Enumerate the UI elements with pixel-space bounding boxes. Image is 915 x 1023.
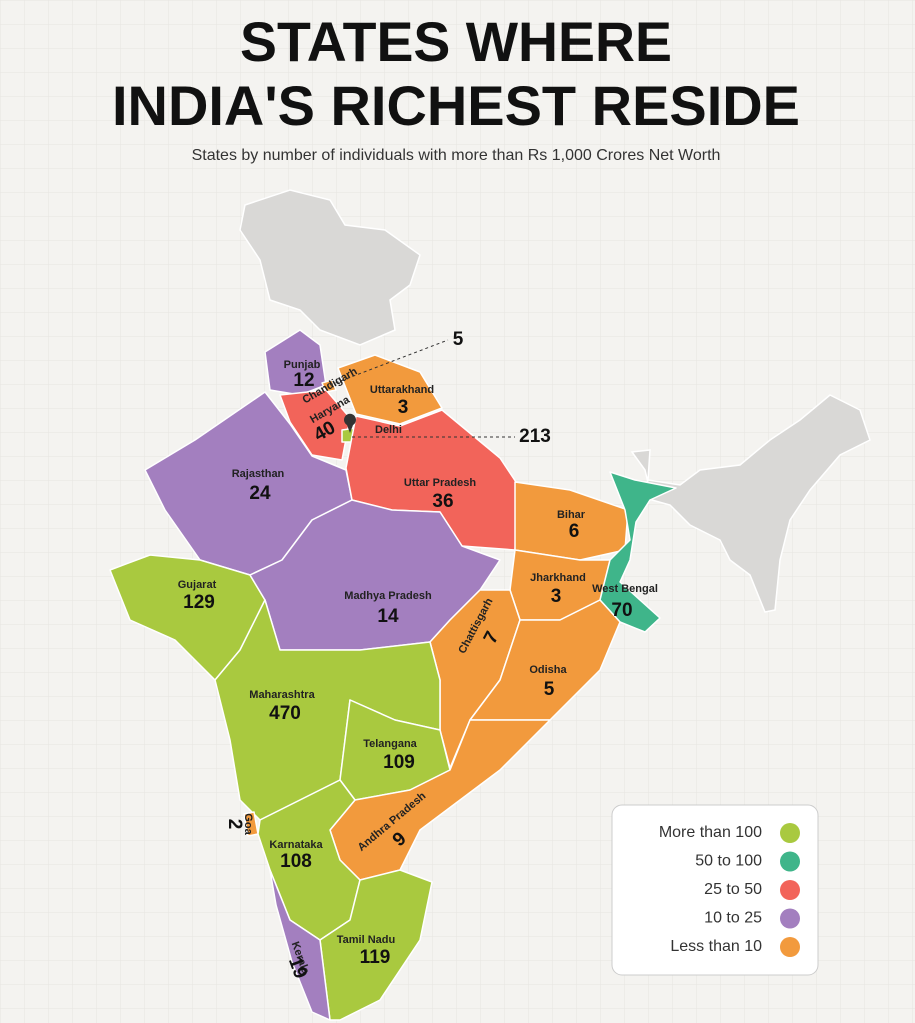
- state-name: Jharkhand: [530, 572, 586, 584]
- state-value: 470: [269, 703, 301, 724]
- legend-label: 25 to 50: [704, 881, 762, 898]
- state-value: 119: [360, 947, 391, 968]
- legend-box: [611, 804, 819, 976]
- legend-label: 10 to 25: [704, 910, 762, 927]
- state-shape: [599, 471, 677, 633]
- state-value: 24: [249, 483, 271, 504]
- state-name: Gujarat: [178, 579, 217, 591]
- legend-label: 50 to 100: [695, 853, 762, 870]
- legend-label: More than 100: [659, 824, 762, 841]
- state-value: 108: [280, 851, 312, 872]
- state-value: 213: [519, 426, 551, 447]
- state-value: 6: [569, 521, 580, 542]
- state-name: Uttar Pradesh: [404, 477, 476, 489]
- state-name: Uttarakhand: [370, 384, 434, 396]
- state-name: West Bengal: [592, 583, 658, 595]
- state-value: 14: [377, 606, 399, 627]
- state-value: 3: [551, 586, 562, 607]
- subtitle: States by number of individuals with mor…: [192, 147, 721, 164]
- state-name: Odisha: [529, 664, 567, 676]
- state-name: Punjab: [284, 359, 321, 371]
- legend: More than 100 50 to 100 25 to 50 10 to 25 Le…: [659, 823, 800, 957]
- state-shape: [321, 379, 337, 393]
- legend-swatch: [780, 851, 800, 872]
- state-value: 70: [611, 600, 632, 621]
- state-value: 109: [383, 752, 415, 773]
- state-shape: [279, 389, 351, 461]
- state-name: Delhi: [375, 424, 402, 436]
- region-north: [239, 189, 421, 346]
- state-shape: [469, 599, 621, 721]
- region-north-east: [630, 394, 871, 613]
- delhi-pin: [344, 413, 357, 433]
- states: [109, 329, 677, 1021]
- labels: Punjab12Chandigarh5Haryana40Uttarakhand3…: [178, 329, 658, 981]
- state-value: 36: [432, 491, 453, 512]
- legend-swatch: [780, 823, 800, 843]
- state-shape: [319, 869, 433, 1021]
- state-value: 3: [398, 397, 409, 418]
- state-name: Goa: [242, 813, 254, 835]
- legend-swatch: [780, 937, 800, 957]
- state-name: Madhya Pradesh: [344, 590, 432, 602]
- state-name: Maharashtra: [249, 689, 315, 701]
- state-value: 2: [224, 819, 245, 830]
- state-value: 129: [183, 592, 215, 613]
- state-value: 5: [544, 679, 555, 700]
- legend-swatch: [780, 880, 800, 900]
- state-name: Tamil Nadu: [337, 934, 395, 946]
- legend-swatch: [780, 908, 800, 929]
- title-line-2: INDIA'S RICHEST RESIDE: [112, 74, 800, 137]
- state-value: 5: [453, 329, 464, 350]
- state-value: 12: [293, 370, 314, 391]
- state-name: Telangana: [363, 738, 417, 750]
- title-line-1: STATES WHERE: [240, 10, 672, 73]
- legend-label: Less than 10: [670, 938, 762, 955]
- state-name: Karnataka: [269, 839, 323, 851]
- state-name: Bihar: [557, 509, 586, 521]
- state-name: Rajasthan: [232, 468, 285, 480]
- state-shape: [269, 869, 331, 1021]
